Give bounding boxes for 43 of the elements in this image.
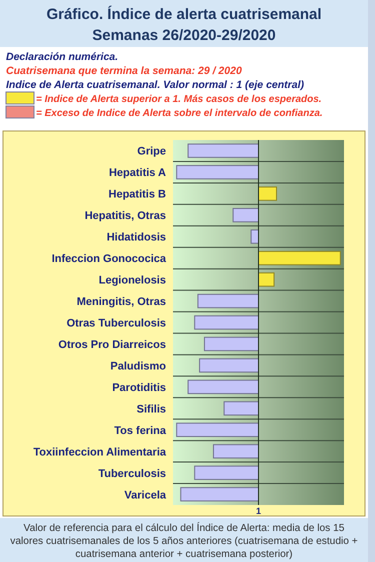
y-tick-label: Otros Pro Diarreicos <box>58 338 166 351</box>
bar <box>194 315 259 330</box>
y-tick-label: Parotiditis <box>112 382 166 394</box>
chart-subtitle: Semanas 26/2020-29/2020 <box>92 27 276 44</box>
bar <box>258 186 278 201</box>
bar <box>258 272 275 287</box>
bar <box>197 294 259 308</box>
y-tick-label: Tos ferina <box>114 424 167 437</box>
bar <box>188 380 259 394</box>
legend-label: = Exceso de Indice de Alerta sobre el intervalo de confianza. <box>36 108 323 119</box>
bar <box>194 466 259 480</box>
y-tick-label: Gripe <box>137 146 166 158</box>
y-tick-label: Sifilis <box>136 403 166 416</box>
y-tick-label: Varicela <box>124 489 167 502</box>
text: Declaración numérica. <box>6 51 118 63</box>
bar <box>212 444 259 458</box>
y-tick-label: Otras Tuberculosis <box>66 318 166 330</box>
bar <box>224 401 259 416</box>
bar <box>232 208 259 222</box>
text: 1 <box>256 506 262 516</box>
y-tick-label: Paludismo <box>110 360 166 372</box>
y-tick-label: Hepatitis B <box>108 188 166 201</box>
bar <box>204 336 259 352</box>
y-tick-label: Toxiinfeccion Alimentaria <box>33 446 167 458</box>
y-tick-label: Hepatitis A <box>108 167 166 180</box>
text: Indice de Alerta cuatrisemanal. Valor normal : 1 (eje central) <box>6 79 304 91</box>
y-tick-label: Meningitis, Otras <box>76 296 166 308</box>
legend-label: = Indice de Alerta superior a 1. Más casos de los esperados. <box>36 94 322 105</box>
y-tick-label: Tuberculosis <box>98 468 166 480</box>
bar <box>199 358 259 373</box>
y-tick-label: Infeccion Gonococica <box>52 253 167 266</box>
y-tick-label: Hepatitis, Otras <box>84 210 166 222</box>
bar <box>176 422 259 438</box>
text: Cuatrisemana que termina la semana: 29 / 2020 <box>6 65 242 77</box>
y-tick-label: Hidatidosis <box>106 232 166 244</box>
bar <box>176 165 259 180</box>
bar <box>250 229 259 244</box>
bar <box>180 487 259 502</box>
bar <box>188 144 259 158</box>
text: Valor de referencia para el cálculo del Índice de Alerta: media de los 15 valores cuatrisemanales de los 5 años anteriores (cuatrisemana de estudio + cuatrisemana anterior + cuatrisemana posterior) <box>10 522 358 560</box>
bar <box>258 250 341 266</box>
chart-title: Gráfico. Índice de alerta cuatrisemanal <box>46 5 322 23</box>
y-tick-label: Legionelosis <box>98 274 166 287</box>
